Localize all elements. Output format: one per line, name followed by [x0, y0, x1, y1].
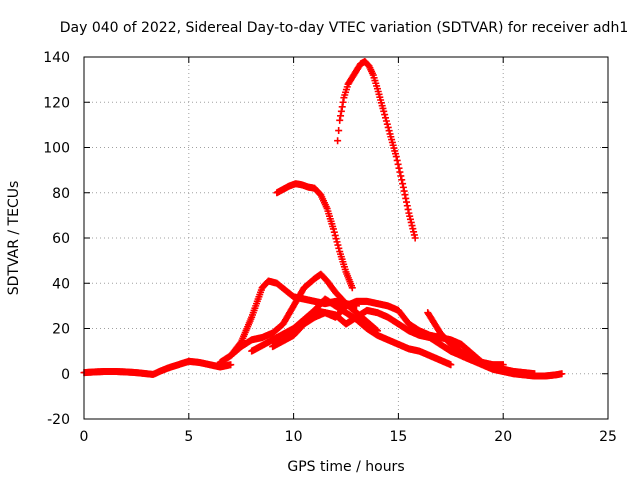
chart-title: Day 040 of 2022, Sidereal Day-to-day VTE… — [60, 20, 628, 36]
y-tick-label: 0 — [61, 367, 70, 383]
data-point — [336, 116, 344, 124]
y-tick-label: 60 — [52, 231, 70, 247]
data-point — [382, 117, 390, 125]
data-point — [227, 361, 235, 369]
data-point — [335, 244, 343, 252]
series-arc-baseline — [80, 357, 235, 378]
data-point — [384, 123, 392, 131]
y-tick-label: 140 — [43, 50, 70, 66]
data-point — [337, 112, 345, 120]
data-point — [382, 114, 390, 122]
y-axis-label: SDTVAR / TECUs — [6, 181, 22, 296]
data-point — [337, 107, 345, 115]
series-arc-mid-c — [290, 295, 455, 369]
data-point — [395, 164, 403, 172]
data-point — [393, 156, 401, 164]
x-tick-label: 5 — [184, 429, 193, 445]
plot-frame — [83, 56, 609, 420]
data-point — [385, 127, 393, 135]
x-tick-label: 0 — [80, 429, 89, 445]
y-tick-label: 20 — [52, 322, 70, 338]
data-point — [331, 231, 339, 239]
data-point — [334, 241, 342, 249]
data-point — [334, 137, 342, 145]
data-point — [333, 238, 341, 246]
data-point — [392, 153, 400, 161]
x-tick-label: 15 — [389, 429, 407, 445]
data-point — [447, 361, 455, 369]
x-axis-label: GPS time / hours — [287, 459, 404, 475]
x-tick-label: 10 — [285, 429, 303, 445]
data-point — [348, 284, 356, 292]
data-point — [381, 111, 389, 119]
axis-ticks: 0 5 10 15 20 25 -20 0 20 40 60 80 100 120 140 — [43, 50, 617, 445]
data-point — [398, 176, 406, 184]
y-tick-label: 100 — [43, 141, 70, 157]
series-arc-84 — [273, 180, 356, 292]
data-point — [383, 120, 391, 128]
data-point — [558, 370, 566, 378]
y-tick-label: 80 — [52, 186, 70, 202]
data-point — [394, 160, 402, 168]
y-tick-label: 120 — [43, 95, 70, 111]
series-arc-tail — [457, 352, 566, 380]
y-tick-label: -20 — [47, 412, 70, 428]
data-point — [396, 168, 404, 176]
data-point — [338, 103, 346, 111]
data-point — [411, 234, 419, 242]
data-point — [329, 225, 337, 233]
data-point — [397, 172, 405, 180]
grid — [84, 57, 608, 419]
data-series — [80, 58, 566, 380]
y-tick-label: 40 — [52, 276, 70, 292]
data-point — [380, 107, 388, 115]
x-tick-label: 25 — [599, 429, 617, 445]
data-point — [335, 127, 343, 135]
data-point — [332, 235, 340, 243]
series-arc-138 — [334, 58, 419, 242]
data-point — [339, 98, 347, 106]
data-point — [330, 228, 338, 236]
x-tick-label: 20 — [494, 429, 512, 445]
